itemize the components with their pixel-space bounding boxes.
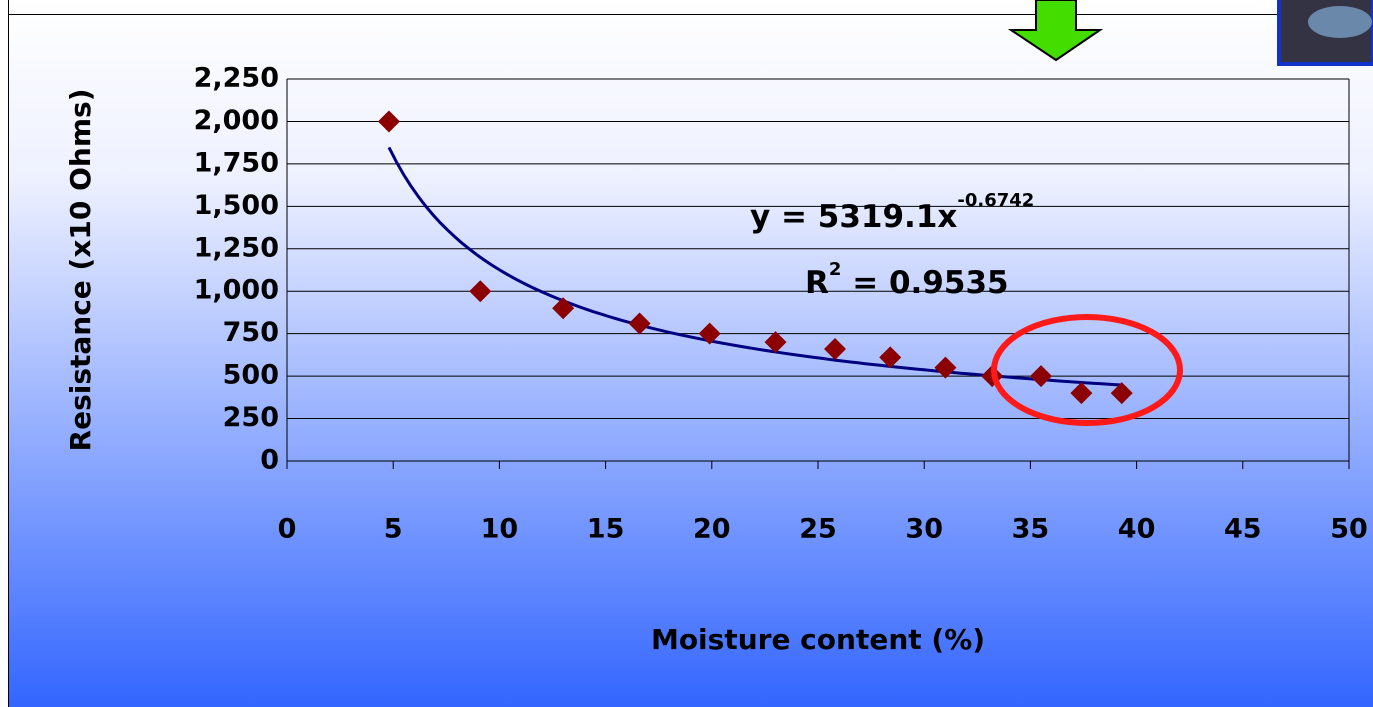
x-tick-label: 20 [693, 514, 731, 545]
y-tick-label: 0 [260, 445, 279, 476]
y-tick-label: 1,000 [194, 275, 279, 306]
x-tick-label: 10 [481, 514, 519, 545]
x-tick-label: 15 [587, 514, 625, 545]
equation-text: y = 5319.1x [750, 199, 957, 235]
x-tick-label: 35 [1012, 514, 1050, 545]
x-tick-label: 5 [384, 514, 403, 545]
y-tick-label: 1,750 [194, 147, 279, 178]
data-point [1110, 382, 1133, 405]
x-tick-label: 30 [905, 514, 943, 545]
plot: 02505007501,0001,2501,5001,7502,0002,250… [194, 63, 1368, 545]
data-point [628, 312, 651, 335]
x-tick-label: 45 [1224, 514, 1262, 545]
x-axis-title: Moisture content (%) [651, 623, 985, 656]
arrow [1007, 0, 1104, 62]
highlight-ellipse [991, 314, 1183, 426]
equation: y = 5319.1x-0.6742 [750, 190, 1034, 235]
y-tick-label: 2,250 [194, 63, 279, 94]
r-squared-value: = 0.9535 [841, 265, 1008, 301]
y-axis-title: Resistance (x10 Ohms) [64, 89, 97, 452]
data-point [879, 346, 902, 369]
x-tick-label: 0 [278, 514, 297, 545]
data-point [823, 337, 846, 360]
data-point [469, 280, 492, 303]
y-tick-label: 250 [223, 402, 279, 433]
data-point [377, 110, 400, 133]
x-tick-label: 50 [1330, 514, 1368, 545]
y-tick-label: 2,000 [194, 105, 279, 136]
data-point [1070, 382, 1093, 405]
data-point [764, 331, 787, 354]
thumbnail-detail [1308, 6, 1372, 38]
x-tick-label: 25 [799, 514, 837, 545]
background [8, 0, 1373, 707]
r-squared: R2 = 0.9535 [805, 259, 1009, 301]
y-tick-label: 1,500 [194, 190, 279, 221]
data-point [698, 322, 721, 345]
r-squared-symbol: R [805, 265, 829, 301]
equation-superscript: -0.6742 [957, 190, 1034, 211]
data-point [934, 356, 957, 379]
r-squared-superscript: 2 [829, 259, 842, 280]
data-point [552, 297, 575, 320]
y-tick-label: 500 [223, 360, 279, 391]
y-tick-label: 1,250 [194, 232, 279, 263]
data-point [1030, 365, 1053, 388]
y-tick-label: 750 [223, 317, 279, 348]
x-tick-label: 40 [1118, 514, 1156, 545]
